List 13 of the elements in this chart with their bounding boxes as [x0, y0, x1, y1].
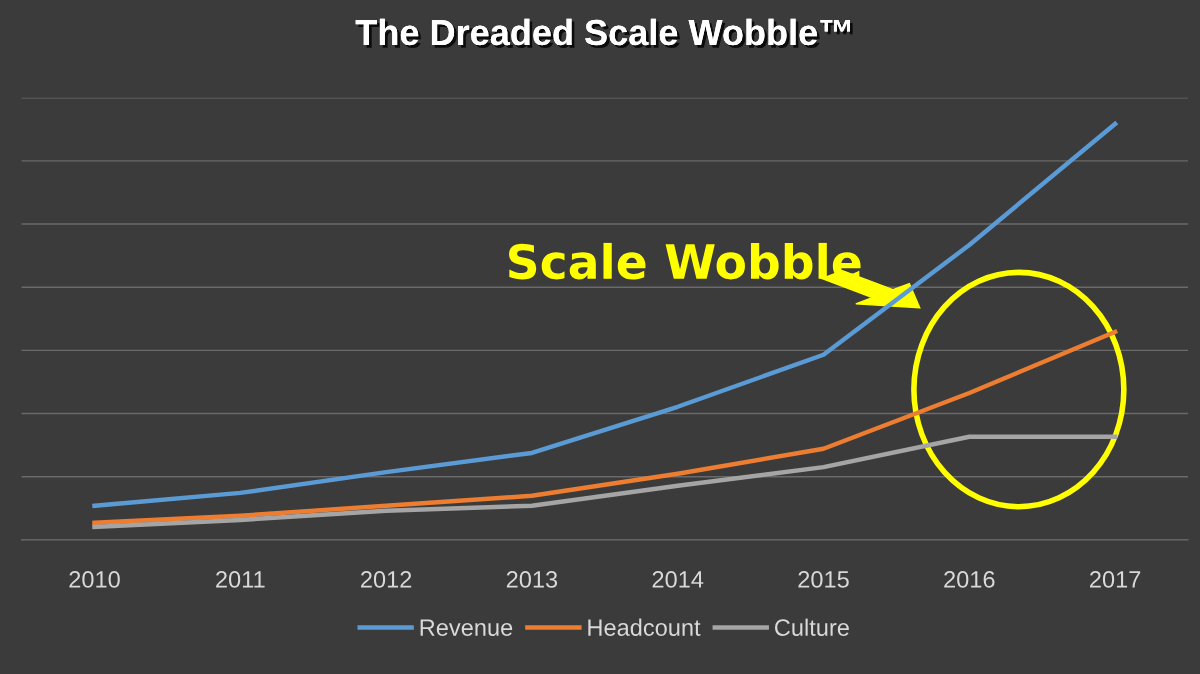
x-tick-label: 2017	[1090, 571, 1141, 588]
x-tick-label: 2013	[506, 571, 558, 588]
x-tick-label: 2010	[69, 571, 120, 588]
legend-label: Revenue	[420, 619, 513, 636]
x-tick-label: 2011	[216, 571, 265, 588]
legend-label: Headcount	[588, 618, 701, 636]
chart-title: The Dreaded Scale Wobble™	[355, 18, 853, 49]
legend-label: Culture	[775, 618, 849, 636]
x-tick-label: 2016	[944, 571, 995, 588]
x-tick-label: 2014	[652, 571, 704, 588]
annotation: Scale Wobble	[509, 242, 861, 280]
x-tick-label: 2012	[361, 571, 412, 588]
x-tick-label: 2015	[798, 571, 849, 588]
